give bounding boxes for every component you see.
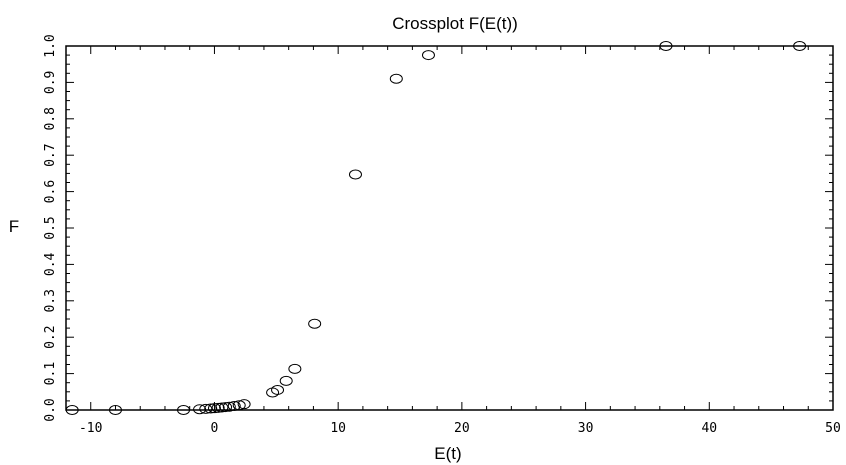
y-tick-label: 0.8 — [43, 107, 58, 130]
y-tick-label: 0.9 — [43, 71, 58, 94]
data-point — [389, 73, 403, 84]
x-tick-label: 10 — [330, 421, 346, 436]
data-point — [288, 363, 302, 374]
x-tick-label: 20 — [454, 421, 470, 436]
data-point — [207, 403, 221, 414]
y-tick-label: 0.0 — [43, 398, 58, 421]
data-point — [215, 402, 229, 413]
x-axis-label: E(t) — [434, 444, 461, 463]
y-tick-label: 0.7 — [43, 143, 58, 166]
y-tick-label: 0.4 — [43, 252, 58, 276]
data-point — [199, 403, 213, 414]
data-points — [65, 41, 807, 415]
data-point — [193, 404, 207, 415]
data-point — [279, 375, 293, 386]
plot-area-frame — [65, 45, 834, 411]
y-tick-label: 0.5 — [43, 216, 58, 239]
data-point — [308, 318, 322, 329]
data-point — [211, 402, 225, 413]
data-point — [271, 384, 285, 395]
data-point — [222, 401, 236, 412]
x-tick-label: 40 — [701, 421, 717, 436]
data-point — [108, 405, 122, 415]
y-tick-label: 0.1 — [43, 362, 58, 385]
data-point — [793, 41, 807, 51]
x-tick-label: 30 — [578, 421, 594, 436]
axis-ticks — [65, 45, 834, 411]
x-tick-label: 0 — [211, 421, 219, 436]
data-point — [219, 402, 233, 413]
y-axis-label: F — [9, 217, 19, 236]
data-point — [65, 405, 79, 415]
x-tick-label: 50 — [825, 421, 841, 436]
tick-labels: 0.0 0.1 0.2 0.3 0.4 0.5 0.6 0.7 0.8 0.9 1.0 -10 0 10 2… — [43, 34, 841, 436]
data-point — [232, 400, 246, 411]
y-tick-label: 0.2 — [43, 325, 58, 348]
y-tick-label: 0.6 — [43, 180, 58, 203]
y-tick-label: 0.3 — [43, 289, 58, 312]
chart-title: Crossplot F(E(t)) — [392, 14, 518, 33]
data-point — [421, 50, 435, 61]
data-point — [204, 403, 218, 414]
x-tick-label: -10 — [79, 421, 102, 436]
y-tick-label: 1.0 — [43, 34, 58, 57]
data-point — [348, 169, 362, 180]
data-point — [227, 400, 241, 411]
data-point — [659, 41, 673, 51]
data-point — [237, 399, 251, 410]
data-point — [177, 405, 191, 415]
